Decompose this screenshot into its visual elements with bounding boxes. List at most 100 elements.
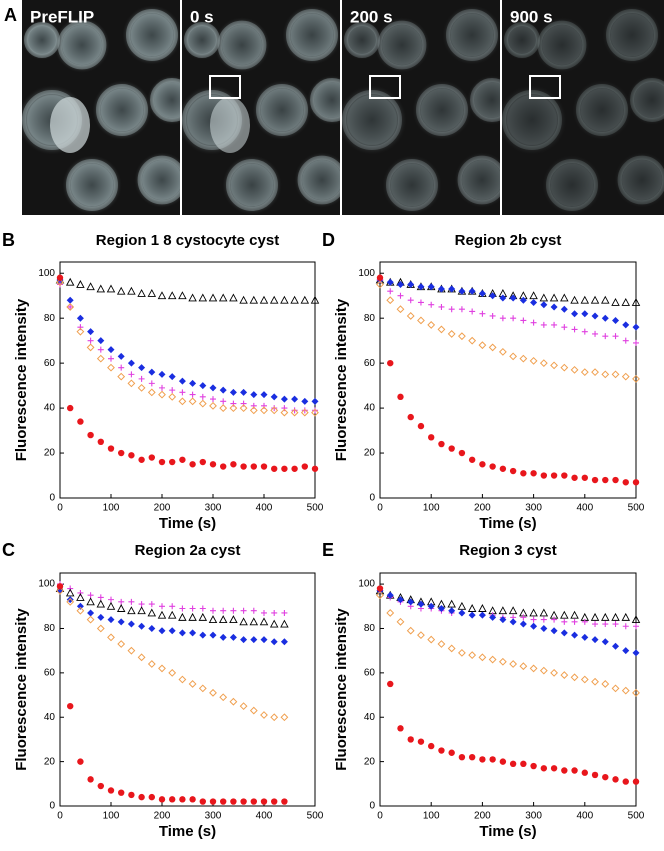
point [209, 461, 217, 468]
point [561, 767, 568, 774]
x-tick-label: 300 [205, 503, 222, 514]
point [448, 306, 455, 313]
point [592, 330, 599, 337]
point [198, 684, 207, 693]
point [159, 603, 165, 610]
y-tick-label: 40 [364, 712, 376, 723]
point [158, 627, 166, 635]
point [591, 476, 599, 484]
point [428, 434, 435, 441]
point [249, 706, 258, 715]
point [571, 326, 578, 333]
point [498, 347, 507, 356]
point [97, 782, 105, 790]
point [519, 662, 528, 671]
point [570, 295, 579, 304]
point [117, 618, 125, 626]
x-tick-label: 400 [576, 503, 593, 514]
point [458, 753, 466, 761]
cell-edge [617, 155, 664, 205]
point [230, 607, 237, 614]
point [611, 684, 620, 693]
x-tick-label: 300 [205, 811, 222, 822]
cell [92, 80, 152, 140]
y-tick-label: 80 [364, 313, 376, 324]
point [86, 615, 95, 624]
point [178, 612, 187, 621]
point [107, 363, 115, 372]
point [210, 396, 216, 403]
point [209, 401, 217, 410]
point [397, 393, 404, 401]
point [437, 605, 445, 613]
point [407, 598, 415, 606]
point [239, 295, 248, 304]
point [498, 657, 507, 666]
point [199, 631, 207, 639]
point [208, 615, 218, 624]
y-tick-label: 20 [44, 448, 56, 459]
point [168, 373, 176, 381]
point [87, 592, 94, 599]
point [240, 607, 247, 614]
point [311, 408, 319, 417]
point [168, 627, 176, 635]
point [259, 617, 269, 626]
y-axis-label: Fluorescence intensity [333, 298, 350, 461]
point [260, 711, 268, 719]
point [148, 454, 155, 461]
point [447, 330, 456, 338]
point [489, 312, 496, 319]
point [631, 615, 641, 624]
cell [627, 75, 664, 125]
point [560, 610, 569, 619]
point [240, 636, 248, 644]
point [178, 291, 187, 300]
y-tick-label: 20 [364, 448, 376, 459]
point [447, 599, 456, 608]
point [520, 470, 527, 477]
point [520, 614, 527, 621]
point [270, 638, 278, 646]
point [448, 607, 456, 615]
point [560, 305, 568, 313]
point [602, 621, 609, 628]
point [601, 680, 610, 688]
point [188, 680, 197, 688]
point [550, 361, 558, 370]
point [448, 749, 455, 756]
point [148, 601, 155, 608]
cell-edge [446, 9, 498, 61]
point [540, 472, 548, 479]
cell-edge [297, 155, 340, 205]
x-tick-label: 500 [628, 503, 645, 514]
y-axis-label: Fluorescence intensity [13, 298, 30, 461]
point [269, 295, 279, 304]
cell [307, 75, 340, 125]
point [127, 606, 136, 615]
point [280, 408, 289, 417]
point [468, 753, 476, 761]
point [65, 277, 75, 286]
point [387, 359, 394, 367]
point [199, 458, 206, 466]
point [396, 305, 405, 314]
point [77, 418, 84, 425]
point [498, 606, 508, 615]
point [376, 274, 384, 281]
point [386, 591, 394, 599]
point [519, 354, 528, 363]
point [137, 289, 146, 297]
point [97, 613, 105, 621]
point [169, 387, 176, 394]
x-tick-label: 100 [103, 811, 120, 822]
point [427, 321, 436, 329]
frame-label: PreFLIP [30, 7, 94, 26]
point [530, 762, 537, 770]
point [437, 325, 446, 334]
point [397, 292, 404, 299]
point [580, 675, 589, 684]
point [561, 472, 568, 479]
y-tick-label: 100 [38, 579, 55, 590]
point [458, 648, 466, 657]
